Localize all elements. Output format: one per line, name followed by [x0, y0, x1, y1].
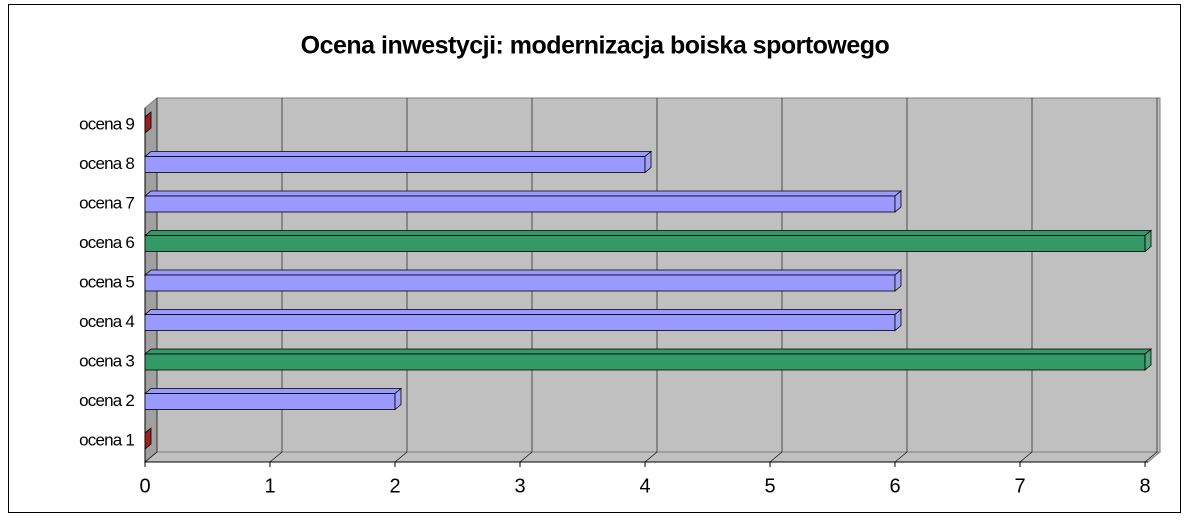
x-tick-label: 6: [889, 475, 900, 497]
y-tick-label: ocena 4: [79, 312, 134, 331]
floor-grid-line: [644, 451, 658, 463]
x-tick-label: 4: [639, 475, 650, 497]
y-tick-label: ocena 5: [79, 272, 134, 291]
x-tick-label: 0: [139, 475, 150, 497]
chart-title: Ocena inwestycji: modernizacja boiska sp…: [301, 32, 890, 60]
y-tick-label: ocena 8: [79, 154, 134, 173]
y-tick-label: ocena 3: [79, 351, 134, 370]
bar: [144, 274, 896, 292]
floor-grid-line: [1144, 451, 1158, 463]
bar: [144, 393, 396, 410]
floor-grid-line: [269, 451, 283, 463]
bar-top: [143, 190, 903, 197]
y-tick-label: ocena 1: [79, 430, 134, 449]
x-tick-label: 2: [389, 475, 400, 497]
x-tick-label: 1: [264, 475, 275, 497]
floor-grid-line: [394, 451, 408, 463]
floor-grid-line: [1019, 451, 1033, 463]
bar-end: [1144, 348, 1152, 371]
bar-end: [894, 190, 902, 213]
floor-grid-line: [894, 451, 908, 463]
bar-end: [144, 111, 152, 134]
floor-grid-line: [769, 451, 783, 463]
x-tick-label: 5: [764, 475, 775, 497]
bar-end: [644, 150, 652, 174]
bar-end: [894, 308, 902, 332]
y-tick-label: ocena 6: [79, 233, 134, 252]
floor-grid-line: [519, 451, 533, 463]
bar: [144, 353, 1146, 371]
floor-grid-line: [144, 451, 158, 463]
bar-end: [394, 387, 402, 411]
bar: [144, 314, 896, 331]
y-tick-label: ocena 7: [79, 193, 134, 212]
x-tick-label: 3: [514, 475, 525, 497]
bar-top: [143, 348, 1153, 355]
x-tick-label: 7: [1014, 475, 1025, 497]
x-tick-label: 8: [1139, 475, 1150, 497]
bar-top: [143, 309, 903, 315]
bar-top: [143, 151, 653, 157]
bar-top: [143, 388, 403, 394]
y-tick-label: ocena 2: [79, 391, 134, 410]
bar: [144, 156, 646, 173]
bar-end: [144, 427, 152, 450]
bar: [144, 235, 1146, 252]
bar-top: [143, 230, 1153, 236]
bar-end: [1144, 229, 1152, 253]
floor: [143, 451, 1162, 463]
bar-top: [143, 269, 903, 276]
bar-end: [894, 269, 902, 292]
y-tick-label: ocena 9: [79, 114, 134, 133]
bar: [144, 195, 896, 213]
